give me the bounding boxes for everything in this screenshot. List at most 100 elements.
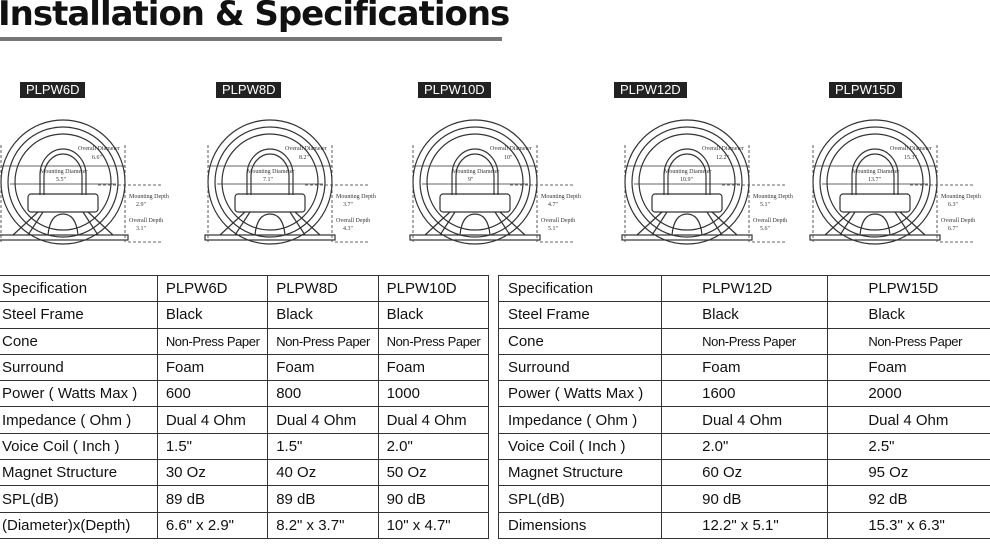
mounting-diameter-value: 7.1" <box>263 177 274 183</box>
mounting-diameter-label: Mounting Diameter <box>452 169 500 175</box>
spec-value-cell: Non-Press Paper <box>827 327 990 355</box>
mounting-depth-value: 3.7" <box>343 202 354 208</box>
overall-depth-value: 5.6" <box>760 226 771 232</box>
overall-diameter-value: 6.6" <box>92 155 103 161</box>
spec-value-cell: Foam <box>156 353 269 382</box>
table-row: Voice Coil ( Inch ) 2.0" 2.5" <box>497 432 990 461</box>
spec-value-cell: Non-Press Paper <box>377 327 490 355</box>
overall-depth-label: Overall Depth <box>941 218 975 224</box>
spec-label-cell: SPL(dB) <box>0 485 158 513</box>
table-row: Cone Non-Press Paper Non-Press Paper <box>497 327 990 355</box>
overall-diameter-value: 12.2" <box>716 155 730 161</box>
spec-label-cell: SPL(dB) <box>497 485 663 513</box>
spec-label-cell: Steel Frame <box>497 301 663 329</box>
spec-label-cell: Voice Coil ( Inch ) <box>0 432 158 461</box>
spec-value-cell: 90 dB <box>377 485 490 513</box>
mounting-depth-value: 5.1" <box>760 202 771 208</box>
speaker-diagram: Overall Diameter 15.3" Mounting Diameter… <box>800 100 990 250</box>
spec-value-cell: PLPW10D <box>377 274 490 303</box>
table-row: Impedance ( Ohm ) Dual 4 Ohm Dual 4 Ohm <box>497 406 990 434</box>
spec-value-cell: Non-Press Paper <box>661 327 829 355</box>
model-label: PLPW8D <box>216 82 282 98</box>
overall-diameter-label: Overall Diameter <box>702 146 744 152</box>
spec-label-cell: Power ( Watts Max ) <box>497 380 663 408</box>
spec-value-cell: 30 Oz <box>156 459 269 487</box>
spec-value-cell: 40 Oz <box>267 459 379 487</box>
spec-value-cell: 50 Oz <box>377 459 490 487</box>
spec-value-cell: 10" x 4.7" <box>377 511 490 539</box>
mounting-depth-value: 6.3" <box>948 202 959 208</box>
spec-value-cell: 60 Oz <box>661 459 829 487</box>
spec-value-cell: 2.0" <box>377 432 490 461</box>
mounting-diameter-label: Mounting Diameter <box>40 169 88 175</box>
speaker-diagram: Overall Diameter 6.6" Mounting Diameter … <box>0 100 178 250</box>
spec-label-cell: Specification <box>497 274 663 303</box>
spec-value-cell: Foam <box>661 353 829 382</box>
spec-label-cell: Impedance ( Ohm ) <box>497 406 663 434</box>
spec-value-cell: 800 <box>267 380 379 408</box>
table-row: SPL(dB) 89 dB 89 dB 90 dB <box>0 485 490 513</box>
table-row: Cone Non-Press Paper Non-Press Paper Non-Pr… <box>0 327 490 355</box>
table-header-row: Specification PLPW6D PLPW8D PLPW10D <box>0 274 490 303</box>
mounting-diameter-value: 10.9" <box>680 177 694 183</box>
overall-diameter-value: 15.3" <box>904 155 918 161</box>
spec-value-cell: Black <box>377 301 490 329</box>
spec-value-cell: PLPW6D <box>156 274 269 303</box>
title-underline <box>0 37 502 41</box>
spec-value-cell: Non-Press Paper <box>267 327 379 355</box>
table-row: Steel Frame Black Black <box>497 301 990 329</box>
spec-value-cell: PLPW8D <box>267 274 379 303</box>
model-label: PLPW6D <box>20 82 86 98</box>
spec-value-cell: 1.5" <box>267 432 379 461</box>
spec-label-cell: Power ( Watts Max ) <box>0 380 158 408</box>
speaker-diagram: Overall Diameter 12.2" Mounting Diameter… <box>612 100 802 250</box>
table-row: (Diameter)x(Depth) 6.6" x 2.9" 8.2" x 3.7"… <box>0 511 490 539</box>
page-title: Installation & Specifications <box>0 0 510 34</box>
table-row: Magnet Structure 30 Oz 40 Oz 50 Oz <box>0 459 490 487</box>
table-row: Magnet Structure 60 Oz 95 Oz <box>497 459 990 487</box>
table-row: Steel Frame Black Black Black <box>0 301 490 329</box>
table-row: Power ( Watts Max ) 600 800 1000 <box>0 380 490 408</box>
spec-label-cell: Impedance ( Ohm ) <box>0 406 158 434</box>
spec-value-cell: Non-Press Paper <box>156 327 269 355</box>
spec-value-cell: 89 dB <box>156 485 269 513</box>
mounting-depth-label: Mounting Depth <box>541 194 581 200</box>
spec-value-cell: Dual 4 Ohm <box>267 406 379 434</box>
mounting-diameter-value: 13.7" <box>868 177 882 183</box>
table-row: Dimensions 12.2" x 5.1" 15.3" x 6.3" <box>497 511 990 539</box>
mounting-depth-label: Mounting Depth <box>336 194 376 200</box>
overall-depth-label: Overall Depth <box>541 218 575 224</box>
spec-table-left: Specification PLPW6D PLPW8D PLPW10D Steel Fr… <box>0 274 490 539</box>
spec-value-cell: Dual 4 Ohm <box>661 406 829 434</box>
overall-diameter-label: Overall Diameter <box>78 146 120 152</box>
spec-value-cell: 89 dB <box>267 485 379 513</box>
spec-value-cell: 600 <box>156 380 269 408</box>
table-row: SPL(dB) 90 dB 92 dB <box>497 485 990 513</box>
spec-value-cell: 1.5" <box>156 432 269 461</box>
spec-value-cell: Black <box>661 301 829 329</box>
table-row: Surround Foam Foam <box>497 353 990 382</box>
spec-value-cell: Foam <box>827 353 990 382</box>
table-row: Impedance ( Ohm ) Dual 4 Ohm Dual 4 Ohm Dua… <box>0 406 490 434</box>
spec-value-cell: 90 dB <box>661 485 829 513</box>
mounting-depth-label: Mounting Depth <box>753 194 793 200</box>
spec-label-cell: Magnet Structure <box>0 459 158 487</box>
mounting-depth-label: Mounting Depth <box>129 194 169 200</box>
spec-label-cell: Surround <box>0 353 158 382</box>
spec-value-cell: 2.5" <box>827 432 990 461</box>
spec-value-cell: 92 dB <box>827 485 990 513</box>
spec-label-cell: Specification <box>0 274 158 303</box>
overall-depth-value: 6.7" <box>948 226 959 232</box>
spec-value-cell: Dual 4 Ohm <box>827 406 990 434</box>
spec-label-cell: Voice Coil ( Inch ) <box>497 432 663 461</box>
spec-label-cell: Steel Frame <box>0 301 158 329</box>
mounting-depth-value: 4.7" <box>548 202 559 208</box>
table-header-row: Specification PLPW12D PLPW15D <box>497 274 990 303</box>
spec-label-cell: Surround <box>497 353 663 382</box>
model-label: PLPW10D <box>418 82 491 98</box>
mounting-diameter-label: Mounting Diameter <box>852 169 900 175</box>
spec-value-cell: Black <box>267 301 379 329</box>
spec-label-cell: Cone <box>0 327 158 355</box>
spec-value-cell: Dual 4 Ohm <box>377 406 490 434</box>
spec-label-cell: Magnet Structure <box>497 459 663 487</box>
